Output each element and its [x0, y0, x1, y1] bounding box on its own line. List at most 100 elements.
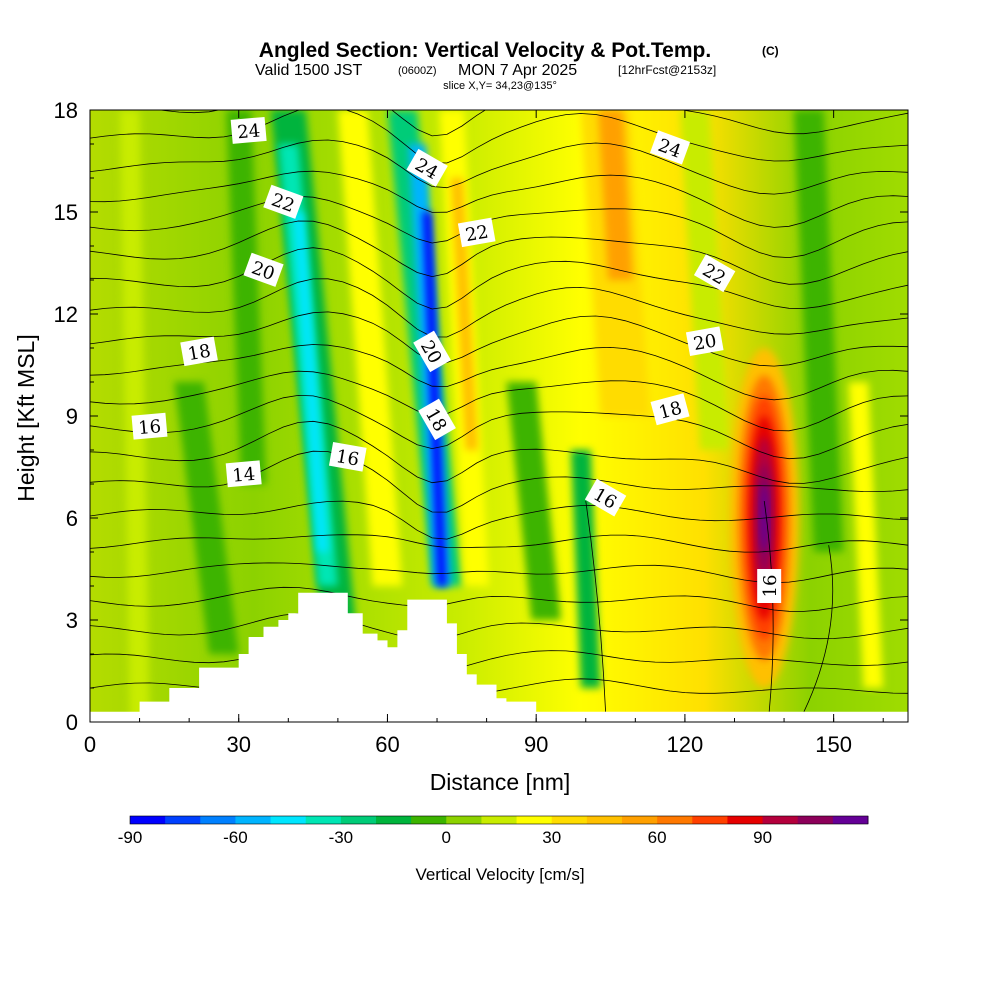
contour-label-text: 16 — [334, 446, 360, 471]
contour-label: 20 — [685, 326, 724, 356]
colorbar-swatch — [270, 816, 307, 824]
colorbar-ticks: -90 -60 -30 0 30 60 90 — [118, 828, 772, 847]
velocity-band — [292, 212, 329, 552]
contour-label-text: 24 — [236, 120, 261, 143]
x-tick-label: 0 — [84, 732, 96, 757]
velocity-band — [174, 382, 239, 654]
contour-label-box — [650, 393, 690, 426]
chart-subtitle-date: MON 7 Apr 2025 — [458, 62, 577, 79]
colorbar-tick-label: 0 — [442, 828, 451, 847]
colorbar-swatch — [130, 816, 166, 824]
colorbar — [129, 815, 869, 825]
colorbar-tick-label: -60 — [223, 828, 248, 847]
colorbar-tick-label: -30 — [329, 828, 354, 847]
contour-label-text: 16 — [760, 575, 781, 598]
theta-contour-line — [90, 278, 908, 338]
colorbar-swatch — [305, 816, 342, 824]
theta-contour-line — [90, 370, 908, 432]
colorbar-swatch — [446, 816, 482, 824]
colorbar-swatch — [692, 816, 728, 824]
contour-label-box — [180, 336, 218, 367]
contour-label-box — [649, 130, 691, 165]
colorbar-tick-label: 60 — [648, 828, 667, 847]
colorbar-swatch — [586, 816, 623, 824]
contour-label-box — [584, 478, 627, 517]
y-tick-label: 6 — [66, 506, 78, 531]
contour-label-text: 16 — [137, 416, 162, 439]
contour-label: 22 — [457, 217, 496, 248]
theta-contour-line — [90, 110, 908, 164]
theta-contour-line — [90, 534, 908, 553]
y-tick-label: 18 — [54, 98, 78, 123]
colorbar-swatch — [516, 816, 553, 824]
contour-label-box — [685, 326, 724, 356]
theta-contour-line — [90, 139, 908, 195]
colorbar-swatch — [481, 816, 518, 824]
velocity-band — [598, 110, 633, 280]
velocity-band — [422, 212, 447, 586]
colorbar-label: Vertical Velocity [cm/s] — [415, 865, 584, 884]
contour-label-box — [131, 412, 168, 440]
theta-contour-line — [90, 613, 908, 641]
colorbar-swatch — [376, 816, 412, 824]
contour-label-box — [263, 184, 304, 219]
contour-label-box — [693, 254, 736, 293]
colorbar-tick-label: 30 — [542, 828, 561, 847]
colorbar-swatch — [235, 816, 272, 824]
contour-label-text: 20 — [692, 330, 718, 355]
y-axis: 0 3 6 9 12 15 18 — [54, 98, 908, 735]
colorbar-swatch — [762, 816, 799, 824]
colorbar-swatch — [411, 816, 447, 824]
contour-label: 16 — [131, 412, 168, 440]
y-tick-label: 3 — [66, 608, 78, 633]
theta-contour-line — [90, 450, 908, 513]
x-tick-label: 30 — [226, 732, 250, 757]
theta-contour-line — [90, 220, 908, 285]
theta-contour-line — [90, 247, 908, 310]
y-tick-label: 0 — [66, 710, 78, 735]
contour-label: 18 — [650, 393, 690, 426]
chart-title: Angled Section: Vertical Velocity & Pot.… — [259, 39, 711, 62]
colorbar-tick-label: 90 — [753, 828, 772, 847]
contour-label-box — [418, 398, 456, 441]
velocity-band — [226, 110, 266, 484]
chart-subtitle-utc: (0600Z) — [398, 65, 437, 77]
x-tick-label: 120 — [667, 732, 704, 757]
theta-contour-line — [90, 641, 908, 671]
theta-contour-line — [585, 500, 606, 712]
contour-label-text: 22 — [464, 222, 490, 247]
y-axis-label: Height [Kft MSL] — [13, 334, 39, 501]
colorbar-swatch — [165, 816, 201, 824]
chart-title-tag: (C) — [762, 44, 779, 58]
contour-label: 18 — [180, 336, 218, 367]
contour-label-box — [413, 330, 451, 373]
x-tick-label: 90 — [524, 732, 548, 757]
theta-contour-line — [90, 170, 908, 228]
y-tick-label: 9 — [66, 404, 78, 429]
contour-label-text: 14 — [231, 464, 256, 487]
contour-label-box — [328, 442, 367, 472]
theta-contour-line — [90, 344, 908, 401]
colorbar-swatch — [797, 816, 834, 824]
theta-contour-line — [90, 500, 908, 540]
contour-label: 22 — [263, 184, 304, 219]
contour-label-box — [457, 217, 496, 248]
contour-label-box — [225, 460, 262, 488]
y-tick-label: 12 — [54, 302, 78, 327]
contour-label-text: 18 — [186, 341, 212, 366]
contour-label-box — [406, 148, 448, 187]
x-axis: 0 30 60 90 120 150 — [84, 110, 884, 757]
x-tick-label: 60 — [375, 732, 399, 757]
contour-label: 24 — [230, 116, 267, 144]
velocity-band — [570, 450, 601, 688]
colorbar-swatch — [657, 816, 693, 824]
y-tick-label: 15 — [54, 200, 78, 225]
theta-contour-line — [157, 110, 908, 137]
velocity-band — [848, 382, 884, 688]
colorbar-swatch — [551, 816, 588, 824]
x-axis-label: Distance [nm] — [430, 769, 571, 795]
theta-contour-line — [803, 545, 834, 712]
contour-label: 16 — [328, 442, 367, 472]
